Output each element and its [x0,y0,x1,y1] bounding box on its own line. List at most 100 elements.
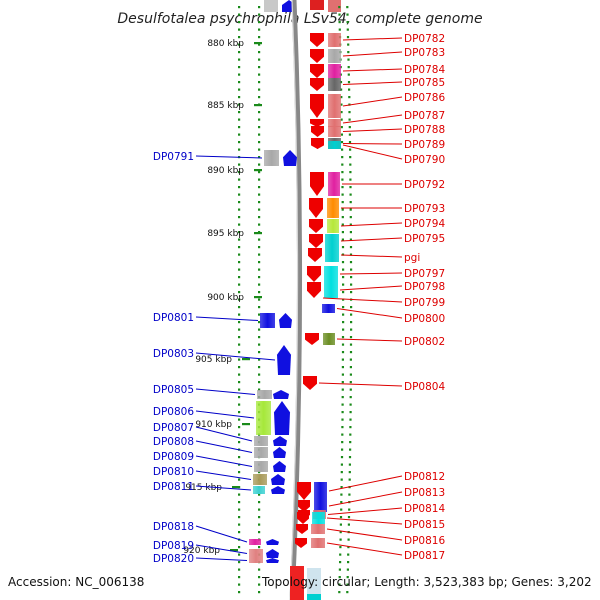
gene-dp0817[interactable]: DP0817 [295,538,445,562]
gene-arrow[interactable] [307,282,321,298]
gene-annotation-box[interactable] [249,539,261,545]
gene-annotation-box[interactable] [249,558,263,563]
gene-dp0800[interactable]: DP0800 [322,304,445,325]
gene-dp0819[interactable]: DP0819 [153,540,279,558]
gene-label[interactable]: DP0798 [404,281,445,293]
gene-dp0805[interactable]: DP0805 [153,384,289,399]
gene-dp0799[interactable]: DP0799 [322,297,445,309]
gene-arrow[interactable] [266,539,279,545]
gene-label[interactable]: DP0816 [404,535,445,547]
gene-label[interactable]: DP0819 [153,540,194,552]
gene-annotation-box[interactable] [324,282,338,298]
gene-label[interactable]: pgi [404,252,420,264]
gene-arrow[interactable] [271,474,285,485]
gene-arrow[interactable] [310,172,324,196]
gene-label[interactable]: DP0799 [404,297,445,309]
gene-label[interactable]: DP0809 [153,451,194,463]
gene-arrow[interactable] [297,512,309,524]
gene-dp0782[interactable]: DP0782 [310,33,445,47]
gene-arrow[interactable] [273,436,287,446]
gene-dp0818[interactable]: DP0818 [153,521,279,545]
gene-label[interactable]: DP0803 [153,348,194,360]
gene-label[interactable]: DP0787 [404,110,445,122]
gene-label[interactable]: DP0797 [404,268,445,280]
gene-dp0809[interactable]: DP0809 [153,451,286,472]
gene-label[interactable]: DP0811 [153,481,194,493]
gene-label[interactable]: DP0820 [153,553,194,565]
gene-annotation-box[interactable] [323,333,335,345]
gene-annotation-box[interactable] [328,94,341,118]
gene-annotation-box[interactable] [328,141,341,149]
gene-dp0793[interactable]: DP0793 [309,198,445,218]
gene-dp0801[interactable]: DP0801 [153,312,292,328]
gene-arrow[interactable] [310,49,324,63]
gene-label[interactable]: DP0802 [404,336,445,348]
gene-label[interactable]: DP0800 [404,313,445,325]
gene-arrow[interactable] [307,266,321,282]
gene-arrow[interactable] [309,198,323,218]
gene-annotation-box[interactable] [328,64,341,78]
gene-annotation-box[interactable] [311,524,325,534]
gene-label[interactable]: DP0808 [153,436,194,448]
gene-dp0798[interactable]: DP0798 [307,281,445,298]
gene-arrow[interactable] [266,549,279,558]
gene-dp0787[interactable]: DP0787 [310,110,445,127]
gene-annotation-box[interactable] [324,266,338,282]
gene-arrow[interactable] [273,390,289,399]
gene-label[interactable]: DP0804 [404,381,445,393]
gene-annotation-box[interactable] [311,538,325,548]
gene-annotation-box[interactable] [328,78,341,91]
gene-annotation-box[interactable] [314,482,327,500]
gene-label[interactable]: DP0789 [404,139,445,151]
gene-dp0804[interactable]: DP0804 [303,376,445,393]
gene-arrow[interactable] [310,33,324,47]
gene-annotation-box[interactable] [264,150,279,166]
gene-label[interactable]: DP0782 [404,33,445,45]
gene-dp0785[interactable]: DP0785 [310,77,445,91]
gene-label[interactable]: DP0814 [404,503,445,515]
gene-arrow[interactable] [311,141,324,149]
gene-label[interactable]: DP0805 [153,384,194,396]
gene-dp0808[interactable]: DP0808 [153,436,286,458]
gene-label[interactable]: DP0783 [404,47,445,59]
gene-label[interactable]: DP0806 [153,406,194,418]
gene-label[interactable]: DP0794 [404,218,445,230]
gene-dp0816[interactable]: DP0816 [296,524,445,547]
gene-arrow[interactable] [266,558,279,563]
gene-dp0802[interactable]: DP0802 [305,333,445,348]
gene-arrow[interactable] [310,64,324,78]
gene-arrow[interactable] [273,461,286,472]
gene-arrow[interactable] [298,500,310,512]
gene-arrow[interactable] [295,538,307,548]
gene-label[interactable]: DP0813 [404,487,445,499]
gene-dp0786[interactable]: DP0786 [310,92,445,118]
gene-dp0790[interactable]: DP0790 [311,141,445,166]
gene-label[interactable]: DP0818 [153,521,194,533]
gene-label[interactable]: DP0791 [153,151,194,163]
gene-label[interactable]: DP0784 [404,64,445,76]
gene-dp0820[interactable]: DP0820 [153,553,279,565]
gene-arrow[interactable] [311,126,324,137]
gene-dp0792[interactable]: DP0792 [310,172,445,196]
gene-label[interactable]: DP0812 [404,471,445,483]
gene-label[interactable]: DP0810 [153,466,194,478]
gene-annotation-box[interactable] [327,198,339,218]
gene-dp0813[interactable]: DP0813 [298,487,445,512]
gene-pgi[interactable]: pgi [308,248,420,264]
gene-label[interactable]: DP0807 [153,422,194,434]
gene-annotation-box[interactable] [314,500,327,512]
gene-label[interactable]: DP0815 [404,519,445,531]
gene-annotation-box[interactable] [260,313,275,328]
gene-annotation-box[interactable] [328,119,341,127]
gene-annotation-box[interactable] [249,549,263,558]
gene-annotation-box[interactable] [257,390,272,399]
gene-annotation-box[interactable] [254,461,268,472]
gene-annotation-box[interactable] [254,436,268,446]
gene-annotation-box[interactable] [254,447,268,458]
gene-arrow[interactable] [310,78,324,91]
gene-dp0783[interactable]: DP0783 [310,47,445,63]
gene-arrow[interactable] [277,345,291,375]
gene-dp0794[interactable]: DP0794 [309,218,445,233]
gene-label[interactable]: DP0790 [404,154,445,166]
gene-arrow[interactable] [274,401,290,435]
